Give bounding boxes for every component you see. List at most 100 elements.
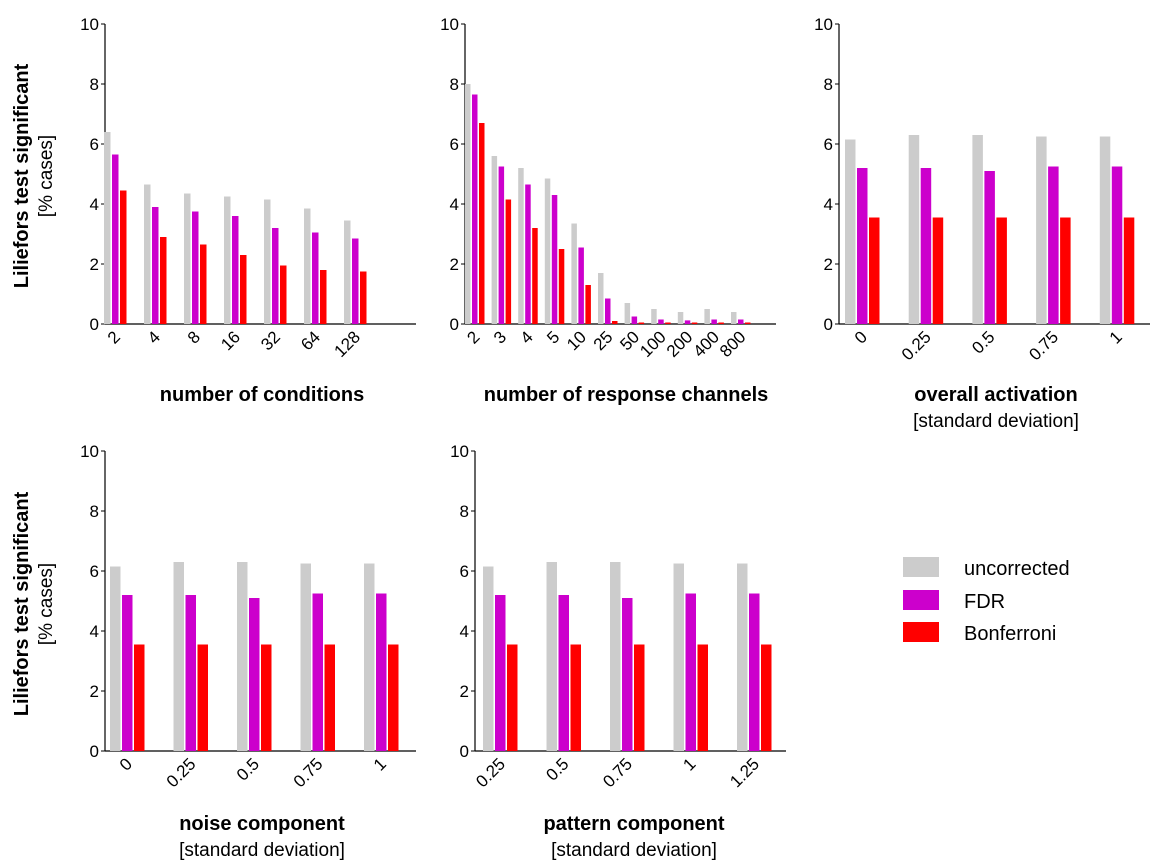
y-tick-label: 8 — [450, 75, 459, 94]
bar-uncorrected-0.25 — [908, 135, 920, 324]
bar-bonferroni-0.75 — [1060, 217, 1071, 324]
bar-fdr-2 — [112, 154, 119, 324]
y-tick-label: 6 — [450, 135, 459, 154]
legend-swatch-fdr — [903, 590, 939, 610]
y-tick-label: 0 — [460, 742, 469, 761]
x-axis-subtitle: [standard deviation] — [179, 840, 345, 861]
bar-uncorrected-2 — [104, 132, 111, 324]
row-label-unit: [% cases] — [36, 563, 57, 645]
legend-label-uncorrected: uncorrected — [964, 558, 1070, 580]
bar-bonferroni-1.25 — [761, 644, 772, 751]
bar-fdr-0 — [122, 595, 133, 751]
x-tick-label: 0 — [116, 754, 136, 774]
bar-fdr-200 — [684, 320, 691, 324]
y-tick-label: 0 — [90, 315, 99, 334]
bar-uncorrected-0 — [110, 566, 121, 751]
bar-bonferroni-100 — [665, 322, 671, 324]
x-axis-title: number of conditions — [160, 384, 364, 406]
x-tick-label: 4 — [144, 327, 164, 347]
bar-uncorrected-128 — [344, 220, 351, 324]
bar-bonferroni-16 — [240, 255, 247, 324]
y-tick-label: 2 — [824, 255, 833, 274]
x-axis-title: overall activation — [914, 384, 1077, 406]
bar-bonferroni-0.5 — [261, 644, 272, 751]
x-tick-label: 0 — [851, 327, 871, 347]
x-tick-label: 128 — [331, 327, 364, 360]
bar-bonferroni-25 — [612, 321, 618, 324]
bar-bonferroni-2 — [120, 190, 127, 324]
x-tick-label: 0.5 — [233, 754, 263, 784]
x-tick-label: 0.25 — [898, 327, 935, 364]
x-tick-label: 1 — [1106, 327, 1126, 347]
bar-fdr-4 — [152, 207, 159, 324]
y-tick-label: 4 — [824, 195, 833, 214]
x-tick-label: 0.25 — [472, 754, 509, 791]
bar-uncorrected-5 — [544, 178, 551, 324]
y-tick-label: 0 — [450, 315, 459, 334]
y-tick-label: 10 — [80, 442, 99, 461]
bar-fdr-800 — [738, 319, 744, 324]
y-tick-label: 10 — [80, 15, 99, 34]
legend-label-fdr: FDR — [964, 591, 1005, 613]
bar-uncorrected-4 — [144, 184, 151, 324]
x-axis-title: noise component — [179, 813, 345, 835]
row-label-title: Liliefors test significant — [11, 491, 33, 716]
x-tick-label: 0.25 — [163, 754, 200, 791]
legend-swatch-uncorrected — [903, 557, 939, 577]
bar-fdr-4 — [525, 184, 531, 324]
bar-bonferroni-1 — [388, 644, 399, 751]
bar-fdr-0.75 — [1048, 166, 1059, 324]
y-tick-label: 8 — [460, 502, 469, 521]
bar-bonferroni-0.5 — [996, 217, 1007, 324]
x-tick-label: 200 — [663, 327, 696, 360]
bar-fdr-1 — [376, 593, 387, 751]
bar-uncorrected-0.5 — [546, 562, 557, 751]
bar-uncorrected-400 — [704, 309, 710, 324]
panel-noise-component: 0 2 4 6 8 10 0 0.25 0.5 0.75 1 noise component [stan… — [80, 442, 416, 861]
legend-swatch-bonferroni — [903, 622, 939, 642]
bar-bonferroni-200 — [691, 322, 698, 324]
legend-label-bonferroni: Bonferroni — [964, 623, 1056, 645]
bar-fdr-2 — [472, 94, 478, 324]
bar-uncorrected-1 — [364, 563, 375, 751]
x-tick-label: 64 — [297, 327, 324, 354]
bar-fdr-8 — [192, 211, 199, 324]
bar-fdr-10 — [578, 247, 584, 324]
bar-fdr-0.25 — [495, 595, 506, 751]
row-label-unit: [% cases] — [36, 135, 57, 217]
x-tick-label: 16 — [217, 327, 244, 354]
x-tick-label: 1 — [370, 754, 390, 774]
bar-bonferroni-50 — [638, 322, 645, 324]
bar-uncorrected-0 — [845, 139, 856, 324]
x-tick-label: 4 — [517, 327, 537, 347]
x-tick-label: 2 — [104, 327, 124, 347]
bar-uncorrected-800 — [731, 312, 737, 324]
x-tick-label: 3 — [490, 327, 510, 347]
bar-bonferroni-0 — [869, 217, 880, 324]
bar-bonferroni-8 — [200, 244, 207, 324]
bar-bonferroni-2 — [479, 123, 485, 324]
y-tick-label: 10 — [814, 15, 833, 34]
x-tick-label: 5 — [543, 327, 563, 347]
y-tick-label: 0 — [90, 742, 99, 761]
bar-fdr-25 — [605, 298, 611, 324]
bar-uncorrected-0.25 — [483, 566, 494, 751]
bar-fdr-100 — [658, 319, 664, 324]
x-tick-label: 800 — [716, 327, 749, 360]
bar-uncorrected-32 — [264, 199, 271, 324]
x-axis-subtitle: [standard deviation] — [913, 411, 1079, 432]
bar-bonferroni-128 — [360, 271, 367, 324]
bar-fdr-64 — [312, 232, 319, 324]
x-tick-label: 1.25 — [726, 754, 763, 791]
bar-uncorrected-10 — [571, 223, 577, 324]
bar-uncorrected-0.5 — [972, 135, 983, 324]
bar-bonferroni-1 — [1123, 217, 1135, 324]
y-tick-label: 8 — [90, 75, 99, 94]
x-axis-subtitle: [standard deviation] — [551, 840, 717, 861]
y-tick-label: 8 — [90, 502, 99, 521]
bar-bonferroni-4 — [160, 237, 167, 324]
legend: uncorrected FDR Bonferroni — [903, 557, 1070, 645]
row-label-title: Liliefors test significant — [11, 63, 33, 288]
x-tick-label: 0.5 — [968, 327, 998, 357]
